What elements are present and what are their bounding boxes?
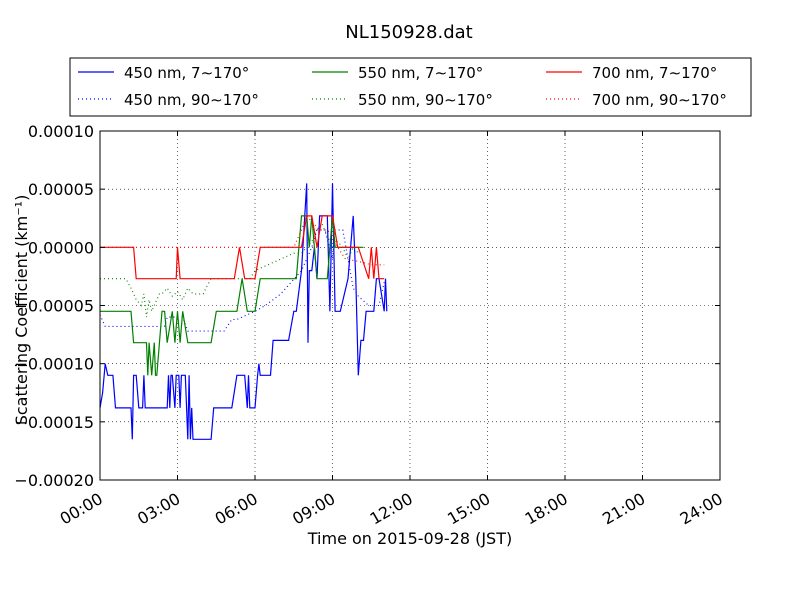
series-line-6 [100,214,385,266]
legend-label-5: 700 nm, 7∼170° [592,64,717,82]
y-tick-label-4: −0.00010 [14,355,94,374]
x-tick-label-0: 00:00 [57,489,106,529]
ticks [99,130,721,481]
series-line-3 [100,215,364,376]
legend-label-6: 700 nm, 90∼170° [592,91,727,109]
y-tick-label-2: 0.00000 [28,238,94,257]
legend-label-3: 550 nm, 7∼170° [358,64,483,82]
y-tick-label-0: 0.00010 [28,122,94,141]
x-tick-label-1: 03:00 [134,489,183,529]
x-tick-label-2: 06:00 [212,489,261,529]
legend-label-4: 550 nm, 90∼170° [358,91,493,109]
x-tick-label-3: 09:00 [289,489,338,529]
series-line-1 [99,183,388,440]
x-tick-label-8: 24:00 [677,489,726,529]
y-axis-label: Scattering Coefficient (km⁻¹) [12,195,31,426]
chart-title: NL150928.dat [345,22,472,43]
legend-label-2: 450 nm, 90∼170° [124,91,259,109]
x-tick-label-6: 18:00 [522,489,571,529]
x-tick-labels: 00:00 03:00 06:00 09:00 12:00 15:00 18:00 21:00… [57,489,726,529]
legend-label-1: 450 nm, 7∼170° [124,64,249,82]
y-tick-label-3: −0.00005 [14,297,94,316]
series-line-5 [100,215,385,280]
y-tick-label-6: −0.00020 [14,471,94,490]
x-tick-label-5: 15:00 [444,489,493,529]
y-tick-label-5: −0.00015 [14,413,94,432]
plot-lines [99,183,388,440]
legend: 450 nm, 7∼170° 450 nm, 90∼170° 550 nm, 7∼1… [69,57,752,117]
y-tick-label-1: 0.00005 [28,180,94,199]
y-tick-labels: 0.00010 0.00005 0.00000 −0.00005 −0.00010 −0.… [14,122,94,490]
series-line-4 [100,223,359,318]
x-tick-label-4: 12:00 [367,489,416,529]
x-axis-label: Time on 2015-09-28 (JST) [307,529,512,548]
legend-frame [69,57,752,117]
x-tick-label-7: 21:00 [599,489,648,529]
